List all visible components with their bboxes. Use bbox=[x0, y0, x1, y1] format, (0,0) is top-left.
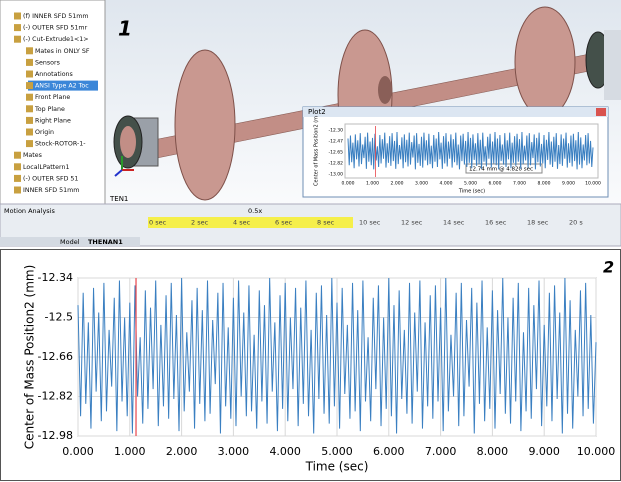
tree-icon bbox=[26, 129, 33, 136]
plot2-x-tick: 7.000 bbox=[513, 181, 526, 187]
title-bar bbox=[303, 107, 608, 117]
window-title: Plot2 bbox=[308, 108, 326, 116]
y-axis-label: Center of Mass Position2 (mm) bbox=[23, 265, 37, 450]
tree-item[interactable]: Sensors bbox=[35, 59, 60, 66]
tree-icon bbox=[14, 163, 21, 170]
timeline-label: 18 sec bbox=[527, 219, 549, 227]
x-tick-label: 9.000 bbox=[528, 445, 560, 458]
plot2-x-tick: 9.000 bbox=[562, 181, 575, 187]
tree-item[interactable]: Right Plane bbox=[35, 117, 71, 124]
x-tick-label: 0.000 bbox=[62, 445, 94, 458]
x-tick-label: 2.000 bbox=[166, 445, 198, 458]
disk bbox=[515, 7, 575, 117]
tree-item[interactable]: (-) Cut-Extrude1<1> bbox=[23, 36, 89, 43]
y-tick-label: -12.98 bbox=[38, 429, 73, 442]
plot2-x-tick: 6.000 bbox=[489, 181, 502, 187]
y-tick-label: -12.5 bbox=[45, 311, 73, 324]
tree-icon bbox=[26, 140, 33, 147]
timeline-label: 2 sec bbox=[191, 219, 209, 227]
tree-item[interactable]: (-) OUTER SFD 51mr bbox=[23, 25, 88, 32]
timeline-label: 14 sec bbox=[443, 219, 465, 227]
plot2-y-tick: -12.82 bbox=[328, 161, 343, 167]
hole bbox=[378, 76, 392, 104]
tree-icon bbox=[26, 71, 33, 78]
plot2-x-tick: 10.000 bbox=[585, 181, 601, 187]
tree-item[interactable]: ANSI Type A2 Toc bbox=[35, 83, 89, 90]
timeline-label: 10 sec bbox=[359, 219, 381, 227]
x-tick-label: 3.000 bbox=[218, 445, 250, 458]
tree-item[interactable]: Annotations bbox=[35, 71, 73, 78]
tree-item[interactable]: Top Plane bbox=[34, 106, 65, 113]
plot2-x-tick: 4.000 bbox=[440, 181, 453, 187]
tab[interactable]: THENAN1 bbox=[88, 238, 123, 246]
timeline-label: 8 sec bbox=[317, 219, 335, 227]
panel-label: 2 bbox=[603, 258, 614, 277]
tree-item[interactable]: (f) INNER SFD 51mm bbox=[23, 13, 89, 20]
plot2-y-tick: -12.47 bbox=[328, 139, 343, 145]
timeline-label: 12 sec bbox=[401, 219, 423, 227]
playback-speed[interactable]: 0.5x bbox=[248, 207, 262, 215]
x-tick-label: 7.000 bbox=[425, 445, 457, 458]
plot2-y-tick: -12.65 bbox=[328, 150, 343, 156]
tree-item[interactable]: (-) OUTER SFD 51 bbox=[23, 175, 78, 182]
timeline-label: 16 sec bbox=[485, 219, 507, 227]
tree-icon bbox=[26, 59, 33, 66]
tab[interactable]: Model bbox=[60, 238, 80, 246]
plot2-x-tick: 1.000 bbox=[366, 181, 379, 187]
tree-item[interactable]: Stock-ROTOR-1- bbox=[35, 141, 86, 148]
x-tick-label: 10.000 bbox=[577, 445, 616, 458]
tree-icon bbox=[14, 36, 21, 43]
plot2-x-tick: 3.000 bbox=[415, 181, 428, 187]
panel-label: 1 bbox=[118, 17, 132, 41]
plot2-y-tick: -12.30 bbox=[328, 128, 343, 134]
tree-icon bbox=[26, 105, 33, 112]
timeline-label: 0 sec bbox=[149, 219, 167, 227]
plot2-x-tick: 8.000 bbox=[538, 181, 551, 187]
tree-icon bbox=[26, 94, 33, 101]
y-tick-label: -12.82 bbox=[38, 390, 73, 403]
close-button[interactable] bbox=[596, 108, 606, 116]
study-type[interactable]: Motion Analysis bbox=[4, 207, 55, 215]
plot2-xlabel: Time (sec) bbox=[458, 189, 485, 195]
tree-icon bbox=[26, 117, 33, 124]
x-tick-label: 4.000 bbox=[269, 445, 301, 458]
view-label: TEN1 bbox=[109, 195, 128, 203]
x-tick-label: 8.000 bbox=[477, 445, 509, 458]
tree-icon bbox=[14, 152, 21, 159]
tree-icon bbox=[26, 82, 33, 89]
task-pane bbox=[604, 30, 621, 100]
bearing-core bbox=[120, 126, 136, 158]
tree-icon bbox=[14, 13, 21, 20]
tree-icon bbox=[14, 24, 21, 31]
tree-item[interactable]: Mates in ONLY SF bbox=[35, 48, 90, 55]
tree-item[interactable]: Front Plane bbox=[35, 94, 70, 101]
annotation: 12.74 mm @ 4.820 sec bbox=[469, 167, 533, 173]
x-tick-label: 5.000 bbox=[321, 445, 353, 458]
y-tick-label: -12.66 bbox=[38, 350, 73, 363]
tree-icon bbox=[26, 47, 33, 54]
tree-item[interactable]: Origin bbox=[35, 129, 54, 136]
y-tick-label: -12.34 bbox=[38, 271, 73, 284]
plot2-x-tick: 0.000 bbox=[342, 181, 355, 187]
plot2-x-tick: 5.000 bbox=[464, 181, 477, 187]
timeline-label: 4 sec bbox=[233, 219, 251, 227]
x-tick-label: 1.000 bbox=[114, 445, 146, 458]
tree-item[interactable]: Mates bbox=[23, 152, 42, 159]
tree-icon bbox=[14, 175, 21, 182]
tree-item[interactable]: LocalLPattern1 bbox=[23, 164, 70, 171]
tree-item[interactable]: INNER SFD 51mm bbox=[23, 187, 79, 194]
x-tick-label: 6.000 bbox=[373, 445, 405, 458]
disk bbox=[175, 50, 235, 200]
timeline-label: 6 sec bbox=[275, 219, 293, 227]
plot2-y-tick: -13.00 bbox=[328, 172, 343, 178]
x-axis-label: Time (sec) bbox=[305, 460, 369, 474]
plot2-ylabel: Center of Mass Position2 (m bbox=[314, 116, 320, 186]
plot2-x-tick: 2.000 bbox=[391, 181, 404, 187]
page: (f) INNER SFD 51mm (-) OUTER SFD 51mr (-) … bbox=[0, 0, 621, 482]
tree-icon bbox=[14, 187, 21, 194]
figure: (f) INNER SFD 51mm (-) OUTER SFD 51mr (-) … bbox=[0, 0, 621, 482]
timeline-label: 20 s bbox=[569, 219, 583, 227]
